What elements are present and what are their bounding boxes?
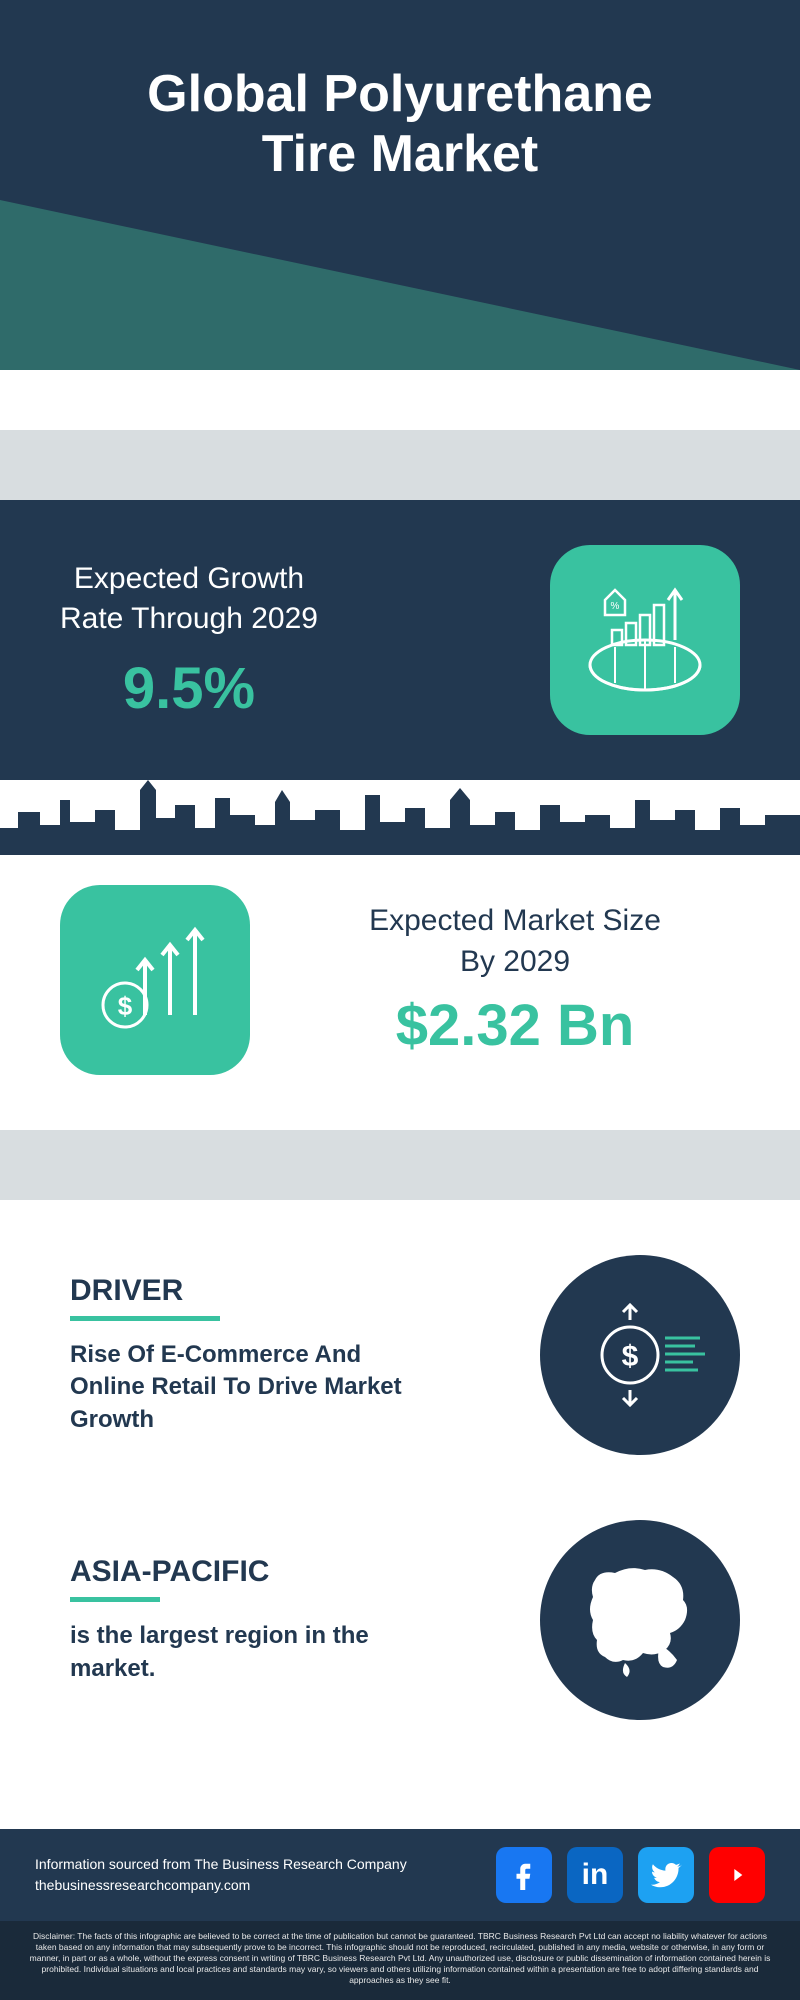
skyline-silhouette <box>0 780 800 855</box>
money-exchange-icon: $ <box>540 1255 740 1455</box>
linkedin-button[interactable]: in <box>567 1847 623 1903</box>
market-size-label: Expected Market Size By 2029 <box>290 901 740 982</box>
region-body: is the largest region in the market. <box>70 1620 440 1685</box>
spacer <box>0 370 800 430</box>
market-size-card: $ Expected Market Size By 2029 $2.32 Bn <box>0 855 800 1130</box>
disclaimer-text: Disclaimer: The facts of this infographi… <box>0 1921 800 2000</box>
driver-heading: DRIVER <box>70 1274 500 1308</box>
source-text: Information sourced from The Business Re… <box>35 1854 407 1896</box>
growth-rate-label: Expected Growth Rate Through 2029 <box>60 559 318 640</box>
grey-band <box>0 430 800 500</box>
facebook-icon <box>509 1860 539 1890</box>
driver-section: DRIVER Rise Of E-Commerce And Online Ret… <box>0 1200 800 1500</box>
growth-rate-value: 9.5% <box>60 655 318 722</box>
facebook-button[interactable] <box>496 1847 552 1903</box>
growth-rate-card: Expected Growth Rate Through 2029 9.5% % <box>0 500 800 780</box>
source-line-1: Information sourced from The Business Re… <box>35 1854 407 1875</box>
region-section: ASIA-PACIFIC is the largest region in th… <box>0 1500 800 1765</box>
header-band: Global Polyurethane Tire Market <box>0 0 800 370</box>
youtube-icon <box>721 1859 753 1891</box>
growth-rate-text: Expected Growth Rate Through 2029 9.5% <box>60 559 318 722</box>
region-underline <box>70 1597 160 1602</box>
money-growth-icon: $ <box>60 885 250 1075</box>
asia-pacific-map-icon <box>540 1520 740 1720</box>
driver-underline <box>70 1316 220 1321</box>
market-size-value: $2.32 Bn <box>290 992 740 1059</box>
growth-chart-icon: % <box>550 545 740 735</box>
grey-band-2 <box>0 1130 800 1200</box>
linkedin-icon: in <box>582 1858 609 1892</box>
header-diagonal-shape <box>0 0 800 370</box>
svg-text:$: $ <box>622 1340 639 1373</box>
source-line-2: thebusinessresearchcompany.com <box>35 1875 407 1896</box>
driver-body: Rise Of E-Commerce And Online Retail To … <box>70 1339 440 1436</box>
svg-text:$: $ <box>118 991 133 1021</box>
region-text: ASIA-PACIFIC is the largest region in th… <box>70 1555 500 1685</box>
social-buttons: in <box>496 1847 765 1903</box>
footer-source-bar: Information sourced from The Business Re… <box>0 1829 800 1921</box>
twitter-icon <box>650 1859 682 1891</box>
twitter-button[interactable] <box>638 1847 694 1903</box>
region-heading: ASIA-PACIFIC <box>70 1555 500 1589</box>
svg-text:%: % <box>611 601 620 612</box>
page-title: Global Polyurethane Tire Market <box>0 65 800 185</box>
driver-text: DRIVER Rise Of E-Commerce And Online Ret… <box>70 1274 500 1436</box>
youtube-button[interactable] <box>709 1847 765 1903</box>
footer: Information sourced from The Business Re… <box>0 1829 800 2000</box>
market-size-text: Expected Market Size By 2029 $2.32 Bn <box>290 901 740 1059</box>
